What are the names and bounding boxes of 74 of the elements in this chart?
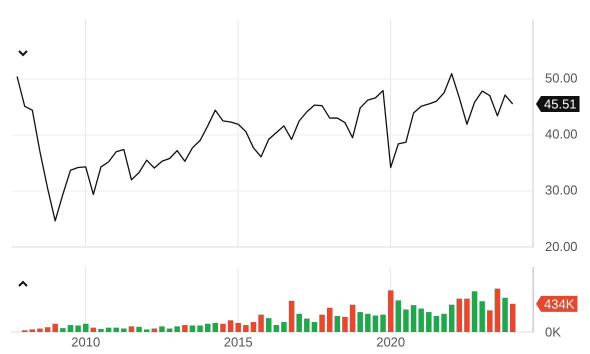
bar [487, 310, 493, 332]
bar [90, 328, 96, 332]
bar [312, 322, 318, 332]
bar [319, 314, 325, 332]
bar [243, 325, 249, 332]
bar [44, 327, 50, 332]
bar [441, 314, 447, 332]
x-tick-label: 2015 [224, 334, 253, 350]
text: 0K [545, 324, 562, 340]
bar [357, 312, 363, 332]
bar [204, 324, 210, 332]
bar [403, 309, 409, 332]
bar [365, 314, 371, 332]
bar [304, 318, 310, 332]
bar [212, 322, 218, 332]
y-tick-label: 20.00 [545, 238, 578, 254]
bar [418, 308, 424, 332]
bar [396, 300, 402, 332]
bar [464, 298, 470, 332]
bar [472, 291, 478, 332]
bar [159, 326, 165, 332]
bar [166, 328, 172, 332]
bar [190, 326, 196, 332]
bar [281, 322, 287, 332]
bar [258, 314, 264, 332]
y-tick-label: 40.00 [545, 126, 578, 142]
bar [128, 326, 134, 332]
bar [68, 325, 74, 332]
bar [136, 326, 142, 332]
bar [121, 328, 127, 332]
bar [37, 328, 43, 332]
bar [426, 312, 432, 332]
bar [228, 320, 234, 332]
bar [510, 304, 516, 332]
bar [30, 329, 36, 332]
bar [334, 316, 340, 332]
bar [388, 290, 394, 332]
bar [372, 316, 378, 332]
bar [174, 326, 180, 332]
bar [220, 324, 226, 332]
bar [106, 328, 112, 332]
bar [494, 288, 500, 332]
x-tick-label: 2020 [376, 334, 406, 350]
bar [380, 314, 386, 332]
y-tick-label: 50.00 [545, 70, 578, 86]
bar [60, 328, 66, 332]
bar [82, 324, 88, 332]
bar [75, 326, 81, 332]
bar [250, 322, 256, 332]
y-tick-label: 30.00 [545, 182, 578, 198]
bar [144, 329, 150, 332]
bar [456, 298, 462, 332]
bar [113, 328, 119, 332]
bar [502, 298, 508, 332]
bar [274, 325, 280, 332]
bar [342, 316, 348, 332]
x-tick-label: 2010 [71, 334, 100, 350]
bar [197, 326, 203, 332]
bar [448, 304, 454, 332]
bar [152, 328, 158, 332]
bar [434, 316, 440, 332]
bar [266, 318, 272, 332]
bar [296, 314, 302, 332]
bar [182, 325, 188, 332]
bar [235, 322, 241, 332]
bar [98, 328, 104, 332]
bar [479, 301, 485, 332]
bar [52, 324, 58, 332]
bar [350, 304, 356, 332]
bar [326, 308, 332, 332]
bar [410, 305, 416, 332]
annotation: 45.51 [544, 96, 577, 112]
annotation: 434K [544, 296, 575, 312]
bar [288, 300, 294, 332]
